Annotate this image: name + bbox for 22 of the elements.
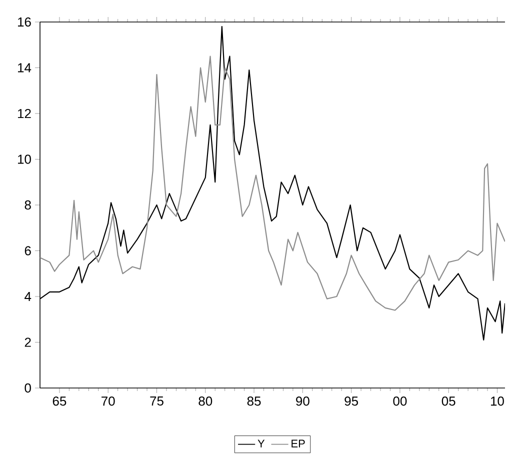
y-tick-label: 8 [24,200,31,210]
x-tick-label: 00 [393,396,407,406]
y-tick-label: 2 [24,338,31,347]
legend-label: Y [258,440,265,448]
x-tick-label: 65 [52,396,66,406]
y-tick-label: 4 [24,292,32,301]
x-tick-label: 10 [490,396,504,406]
x-tick-label: 75 [150,396,164,406]
x-tick-label: 70 [102,396,115,406]
y-tick-label: 14 [18,63,32,72]
y-tick-label: 12 [18,108,31,118]
x-tick-label: 95 [344,396,358,406]
y-tick-label: 6 [24,246,31,256]
legend-label: EP [292,440,305,448]
y-tick-label: 0 [24,383,31,393]
x-tick-label: 05 [442,396,456,406]
x-tick-label: 90 [296,396,310,406]
y-tick-label: 10 [18,154,31,164]
x-tick-label: 85 [247,396,261,406]
y-tick-label: 16 [18,17,31,27]
x-tick-label: 80 [198,396,212,406]
line-series [40,56,506,311]
